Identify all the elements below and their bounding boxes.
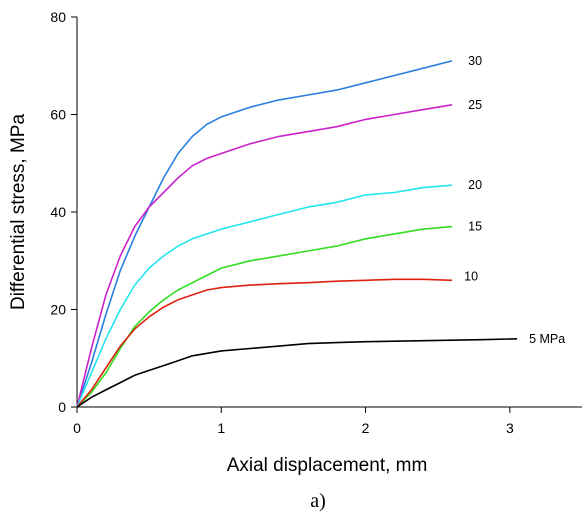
- series-label-1: 25: [468, 98, 482, 112]
- series-line-1: [76, 104, 453, 408]
- x-tick-label: 1: [217, 420, 225, 436]
- y-tick-label: 60: [50, 107, 66, 123]
- y-tick-label: 0: [58, 399, 66, 415]
- series-line-4: [76, 278, 453, 408]
- y-tick-label: 20: [50, 302, 66, 318]
- y-tick-label: 80: [50, 9, 66, 25]
- series-lines: [76, 60, 518, 408]
- series-label-3: 15: [468, 220, 482, 234]
- series-labels: 30 25 20 15 10 5 MPa: [464, 54, 565, 346]
- y-tick-label: 40: [50, 204, 66, 220]
- axes: 0 20 40 60 80 0 1 2 3: [50, 9, 582, 436]
- series-label-2: 20: [468, 178, 482, 192]
- y-axis-title: Differential stress, MPa: [8, 114, 29, 310]
- x-tick-label: 3: [506, 420, 514, 436]
- series-label-0: 30: [468, 54, 482, 68]
- x-axis-title: Axial displacement, mm: [227, 455, 428, 476]
- series-line-3: [76, 225, 453, 408]
- series-label-4: 10: [464, 269, 478, 283]
- series-line-0: [76, 60, 453, 408]
- figure-caption: a): [310, 490, 326, 512]
- series-line-2: [76, 184, 453, 408]
- x-tick-label: 0: [73, 420, 81, 436]
- series-line-5: [76, 338, 518, 408]
- x-tick-label: 2: [362, 420, 370, 436]
- series-label-5: 5 MPa: [529, 332, 565, 346]
